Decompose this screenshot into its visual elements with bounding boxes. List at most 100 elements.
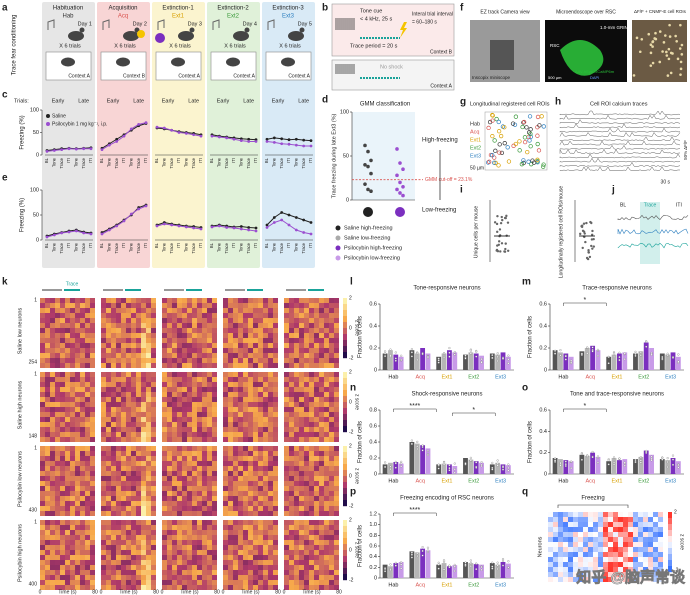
- heatmap-cell: [70, 560, 75, 565]
- heatmap-cell: [116, 471, 121, 476]
- heatmap-cell: [172, 382, 177, 387]
- heatmap-cell: [101, 550, 106, 555]
- heatmap-cell: [253, 412, 258, 417]
- heatmap-cell: [70, 575, 75, 580]
- heatmap-cell: [618, 562, 623, 567]
- colorbar-step: [343, 352, 347, 359]
- heatmap-cell: [212, 511, 217, 516]
- bar-point: [426, 546, 430, 549]
- heatmap-cell: [284, 363, 289, 368]
- heatmap-cell: [106, 348, 111, 353]
- heatmap-cell: [70, 461, 75, 466]
- heatmap-cell: [228, 318, 233, 323]
- bar-point: [475, 355, 478, 358]
- heatmap-cell: [243, 372, 248, 377]
- heatmap-cell: [284, 318, 289, 323]
- heatmap-cell: [192, 555, 197, 560]
- heatmap-cell: [598, 547, 603, 552]
- heatmap-cell: [243, 550, 248, 555]
- heatmap-cell: [202, 387, 207, 392]
- heatmap-cell: [151, 560, 156, 565]
- heatmap-cell: [628, 522, 633, 527]
- heatmap-cell: [101, 575, 106, 580]
- freezing-label: Freezing: [581, 496, 604, 502]
- heatmap-cell: [80, 525, 85, 530]
- heatmap-cell: [90, 343, 95, 348]
- bar: [665, 354, 671, 370]
- heatmap-cell: [243, 520, 248, 525]
- heatmap-cell: [172, 377, 177, 382]
- heatmap-cell: [243, 348, 248, 353]
- heatmap-cell: [126, 555, 131, 560]
- heatmap-cell: [573, 517, 578, 522]
- heatmap-cell: [106, 407, 111, 412]
- heatmap-cell: [294, 501, 299, 506]
- heatmap-cell: [329, 530, 334, 535]
- heatmap-cell: [80, 585, 85, 590]
- heatmap-cell: [258, 303, 263, 308]
- example-trace: [617, 228, 689, 235]
- heatmap-cell: [294, 333, 299, 338]
- heatmap-cell: [151, 422, 156, 427]
- heatmap-cell: [60, 358, 65, 363]
- heatmap-cell: [40, 471, 45, 476]
- heatmap-cell: [177, 540, 182, 545]
- heatmap-cell: [623, 577, 628, 582]
- heatmap-cell: [65, 520, 70, 525]
- session-short: Ext3: [282, 14, 295, 20]
- heatmap-cell: [167, 496, 172, 501]
- heatmap-cell: [192, 565, 197, 570]
- heatmap-cell: [263, 333, 268, 338]
- heatmap-cell: [55, 540, 60, 545]
- heatmap-cell: [45, 560, 50, 565]
- legend-marker: [335, 255, 341, 261]
- heatmap-cell: [329, 446, 334, 451]
- heatmap-cell: [172, 520, 177, 525]
- heatmap-cell: [289, 387, 294, 392]
- heatmap-cell: [172, 540, 177, 545]
- heatmap-cell: [101, 486, 106, 491]
- heatmap-cell: [90, 402, 95, 407]
- high-label: High-freezing: [422, 138, 458, 144]
- heatmap-cell: [202, 377, 207, 382]
- heatmap-cell: [243, 427, 248, 432]
- x-tick-label: Tone: [216, 242, 221, 252]
- heatmap-cell: [126, 481, 131, 486]
- heatmap-cell: [248, 570, 253, 575]
- heatmap-cell: [593, 572, 598, 577]
- heatmap-cell: [314, 432, 319, 437]
- bar: [414, 443, 420, 474]
- x-tick-label: Tone: [106, 242, 111, 252]
- bar-point: [426, 549, 430, 552]
- data-point: [369, 171, 373, 176]
- heatmap-cell: [50, 308, 55, 313]
- heatmap-cell: [111, 545, 116, 550]
- heatmap-cell: [608, 527, 613, 532]
- heatmap-cell: [284, 486, 289, 491]
- heatmap-cell: [146, 461, 151, 466]
- heatmap-cell: [55, 496, 60, 501]
- data-point: [580, 224, 584, 227]
- heatmap-cell: [334, 372, 339, 377]
- heatmap-cell: [238, 530, 243, 535]
- bar-point: [469, 559, 472, 562]
- heatmap-cell: [273, 565, 278, 570]
- heatmap-cell: [162, 565, 167, 570]
- heatmap-cell: [146, 298, 151, 303]
- series-point: [294, 143, 298, 147]
- heatmap-cell: [334, 520, 339, 525]
- series-point: [287, 142, 291, 146]
- heatmap-cell: [106, 446, 111, 451]
- heatmap-cell: [563, 532, 568, 537]
- x-tick-label: 0: [161, 589, 164, 595]
- heatmap-cell: [633, 557, 638, 562]
- series-point: [272, 136, 276, 140]
- heatmap-cell: [45, 313, 50, 318]
- heatmap-cell: [167, 303, 172, 308]
- histology-signal: [560, 40, 604, 76]
- heatmap-cell: [263, 481, 268, 486]
- heatmap-cell: [268, 348, 273, 353]
- photo-detail: [490, 40, 514, 70]
- heatmap-cell: [289, 427, 294, 432]
- heatmap-cell: [289, 461, 294, 466]
